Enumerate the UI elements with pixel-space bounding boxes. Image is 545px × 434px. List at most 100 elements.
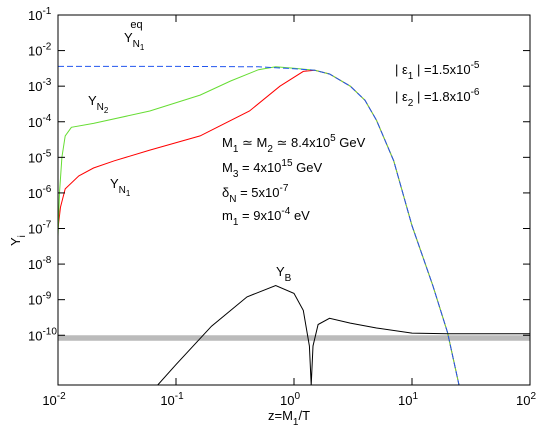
x-tick-label: 10-1	[160, 391, 184, 408]
x-tick-exponent: 2	[530, 391, 536, 402]
annotation-part: Y	[124, 30, 133, 45]
y-tick-label: 10-1	[28, 6, 52, 23]
annotation-part: B	[285, 273, 292, 284]
annotation: YN2	[88, 93, 109, 115]
annotation-part: Y	[276, 264, 285, 279]
y-tick-exponent: -6	[42, 184, 51, 195]
annotation-part: 2	[408, 98, 414, 109]
annotation-part: m	[222, 208, 233, 223]
annotation-part: ≃ 8.4x10	[273, 135, 330, 150]
y-tick-label: 10-3	[28, 77, 52, 94]
annotation-part: M	[222, 160, 233, 175]
x-axis-label: z=M1/T	[268, 408, 310, 428]
x-tick-label: 10-2	[42, 391, 66, 408]
x-tick-label: 100	[280, 391, 300, 408]
x-tick-base: 10	[280, 393, 294, 408]
annotation: YN1 eq	[124, 19, 145, 52]
annotation-part: 1	[233, 144, 239, 155]
y-tick-label: 10-6	[28, 184, 52, 201]
annotation-part: ≃ M	[238, 135, 267, 150]
x-tick-base: 10	[42, 393, 56, 408]
y-tick-base: 10	[28, 79, 42, 94]
annotation-part: N	[119, 185, 126, 196]
annotation-part: 5	[330, 133, 336, 144]
y-tick-exponent: -3	[42, 77, 51, 88]
annotation-part: N	[229, 194, 236, 205]
annotation-part: | ε	[395, 62, 408, 77]
y-tick-label: 10-8	[28, 255, 52, 272]
annotation-part: -6	[471, 87, 480, 98]
y-axis-label: Yi	[8, 235, 28, 246]
series-line	[58, 65, 460, 386]
annotation-part: 2	[104, 106, 109, 115]
annotation-part: 3	[233, 169, 239, 180]
annotation-part: 1	[140, 43, 145, 52]
annotation-part: -7	[280, 183, 289, 194]
y-tick-exponent: -5	[42, 148, 51, 159]
y-tick-base: 10	[28, 293, 42, 308]
x-tick-exponent: -2	[57, 391, 66, 402]
y-tick-label: 10-2	[28, 42, 52, 59]
annotation-part: 15	[281, 158, 293, 169]
x-axis-label-part: /T	[298, 408, 310, 423]
y-tick-label: 10-7	[28, 220, 52, 237]
annotation-part: eq	[130, 19, 142, 31]
y-tick-exponent: -7	[42, 220, 51, 231]
y-tick-exponent: -8	[42, 255, 51, 266]
annotation-part: | =1.5x10	[413, 62, 470, 77]
y-tick-exponent: -1	[42, 6, 51, 17]
y-axis-label-part: Y	[8, 237, 23, 246]
annotation: YB	[276, 264, 292, 284]
annotation: δN = 5x10-7	[222, 183, 289, 205]
annotation: | ε1 | =1.5x10-5	[395, 60, 480, 82]
y-tick-base: 10	[28, 257, 42, 272]
annotation-part: -5	[471, 60, 480, 71]
annotation-part: -4	[281, 206, 290, 217]
y-axis-label-part: i	[17, 235, 28, 237]
x-tick-label: 101	[398, 391, 418, 408]
annotation-part: Y	[88, 93, 97, 108]
annotation-part: = 9x10	[238, 208, 281, 223]
y-tick-base: 10	[28, 328, 42, 343]
annotation: M3 = 4x1015 GeV	[222, 158, 323, 180]
annotation-part: | =1.8x10	[413, 89, 470, 104]
y-tick-base: 10	[28, 8, 42, 23]
series-line	[157, 284, 530, 386]
x-tick-exponent: 0	[294, 391, 300, 402]
annotation: | ε2 | =1.8x10-6	[395, 87, 480, 109]
annotation: M1 ≃ M2 ≃ 8.4x105 GeV	[222, 133, 366, 155]
annotation-part: N	[133, 39, 140, 50]
annotation-part: N	[97, 102, 104, 113]
annotation-part: Y	[110, 176, 119, 191]
x-tick-exponent: 1	[412, 391, 418, 402]
y-tick-exponent: -4	[42, 113, 51, 124]
y-tick-base: 10	[28, 222, 42, 237]
y-tick-exponent: -10	[42, 326, 57, 337]
x-tick-label: 102	[516, 391, 536, 408]
y-tick-label: 10-9	[28, 291, 52, 308]
annotation: m1 = 9x10-4 eV	[222, 206, 310, 228]
annotation-part: GeV	[293, 160, 323, 175]
x-tick-base: 10	[160, 393, 174, 408]
annotation-part: 1	[233, 217, 239, 228]
annotation-part: 1	[126, 189, 131, 198]
y-tick-base: 10	[28, 186, 42, 201]
annotation: YN1	[110, 176, 131, 198]
observed-band	[58, 335, 530, 341]
annotation-part: M	[222, 135, 233, 150]
y-tick-base: 10	[28, 44, 42, 59]
annotation-part: eV	[290, 208, 310, 223]
y-tick-label: 10-10	[28, 326, 57, 343]
y-tick-base: 10	[28, 150, 42, 165]
y-tick-label: 10-4	[28, 113, 52, 130]
x-tick-base: 10	[516, 393, 530, 408]
y-tick-base: 10	[28, 115, 42, 130]
y-tick-exponent: -9	[42, 291, 51, 302]
x-tick-exponent: -1	[175, 391, 184, 402]
annotation-part: = 5x10	[236, 185, 279, 200]
annotation-part: δ	[222, 185, 229, 200]
annotation-part: GeV	[336, 135, 366, 150]
annotation-part: = 4x10	[238, 160, 281, 175]
x-axis-label-part: z=M	[268, 408, 293, 423]
